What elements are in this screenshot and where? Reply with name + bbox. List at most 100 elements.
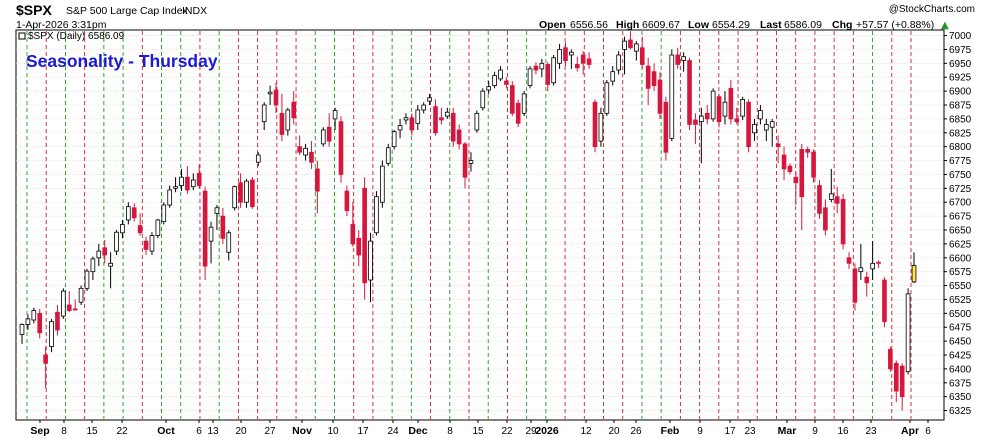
y-tick-label: 6925 [949, 73, 972, 84]
candle [728, 80, 734, 125]
candle [285, 107, 291, 136]
candle-body [19, 324, 25, 335]
candle [639, 36, 645, 69]
x-tick-label: 23 [744, 426, 756, 437]
candle [746, 99, 751, 153]
x-tick-label: Apr [901, 425, 919, 437]
candle [232, 185, 237, 211]
candle-body [137, 225, 143, 234]
candle-body [31, 310, 37, 321]
candle-body [161, 204, 167, 223]
candle [450, 107, 456, 147]
candle-body [25, 318, 31, 325]
candle [551, 55, 556, 86]
candle-body [734, 118, 740, 123]
y-tick-label: 6575 [949, 267, 972, 278]
candle [905, 288, 911, 375]
candle-body [645, 65, 651, 89]
candle [870, 241, 875, 280]
candle-body [214, 207, 220, 214]
candle-body [190, 179, 196, 188]
x-tick-label: 16 [837, 426, 849, 437]
candle-body [580, 54, 586, 64]
candle-body [108, 262, 113, 267]
candle [96, 243, 102, 267]
candle-body [380, 165, 385, 203]
candle-body [267, 91, 273, 95]
x-tick-label: 2026 [535, 425, 559, 437]
low-value: 6554.29 [712, 19, 750, 31]
candle-body [415, 109, 421, 124]
candle-body [492, 75, 497, 86]
candle-body [43, 354, 48, 364]
candle [214, 205, 220, 230]
candle [102, 240, 108, 264]
candle [439, 107, 444, 125]
candle-body [303, 147, 308, 156]
candle-body [326, 126, 332, 142]
y-tick-label: 6625 [949, 239, 972, 250]
candle-body [474, 112, 480, 131]
candle [515, 99, 521, 128]
candle-body [722, 101, 728, 117]
candle [592, 99, 598, 153]
high-label: High [616, 19, 639, 31]
candle [834, 186, 840, 214]
x-tick-label: 12 [580, 426, 592, 437]
candle [409, 113, 415, 136]
candle-body [846, 257, 852, 264]
candle-body [710, 90, 716, 120]
candle-body [704, 112, 710, 120]
candle [244, 178, 249, 208]
candle [722, 91, 728, 125]
candle [480, 88, 486, 111]
candle [799, 143, 805, 230]
candle-body [315, 168, 320, 192]
candle [72, 299, 78, 311]
y-tick-label: 6775 [949, 156, 972, 167]
candle-body [693, 119, 698, 125]
candle-body [793, 176, 799, 184]
candle [131, 203, 137, 222]
candle [220, 207, 226, 244]
candle [43, 346, 48, 389]
candle [509, 81, 515, 117]
y-tick-label: 6700 [949, 198, 972, 209]
candle-body [828, 193, 834, 200]
candle-body [255, 154, 261, 163]
quote-bar: Open 6556.56 High 6609.67 Low 6554.29 La… [539, 19, 949, 31]
candle [374, 191, 379, 236]
candle [421, 102, 427, 114]
candle [628, 31, 633, 50]
candle-body [787, 165, 793, 173]
candle [31, 307, 37, 324]
candle-body [362, 187, 367, 284]
x-tick-label: Mar [778, 425, 797, 437]
candle-body [385, 147, 391, 164]
candle-body [220, 215, 226, 239]
candle [37, 308, 43, 339]
candle [645, 57, 651, 105]
candle [876, 260, 881, 268]
candle [137, 213, 143, 236]
candle [78, 285, 84, 305]
x-tick-label: 29 [525, 426, 537, 437]
x-tick-label: 15 [472, 426, 484, 437]
x-tick-label: 15 [86, 426, 98, 437]
candle [793, 171, 799, 205]
candle [167, 185, 173, 208]
candle-body [409, 117, 415, 131]
candle-body [586, 58, 592, 65]
candle-body [72, 308, 78, 311]
candle-body [196, 172, 202, 186]
candle-body [55, 311, 60, 331]
candle [291, 91, 297, 125]
x-tick-label: 9 [812, 426, 818, 437]
x-tick-label: 27 [264, 426, 276, 437]
x-tick-label: 17 [357, 426, 369, 437]
candle-body [114, 231, 119, 252]
candle-body [763, 124, 769, 131]
candle [250, 177, 255, 209]
candle-body [687, 60, 692, 125]
y-tick-label: 6550 [949, 281, 972, 292]
